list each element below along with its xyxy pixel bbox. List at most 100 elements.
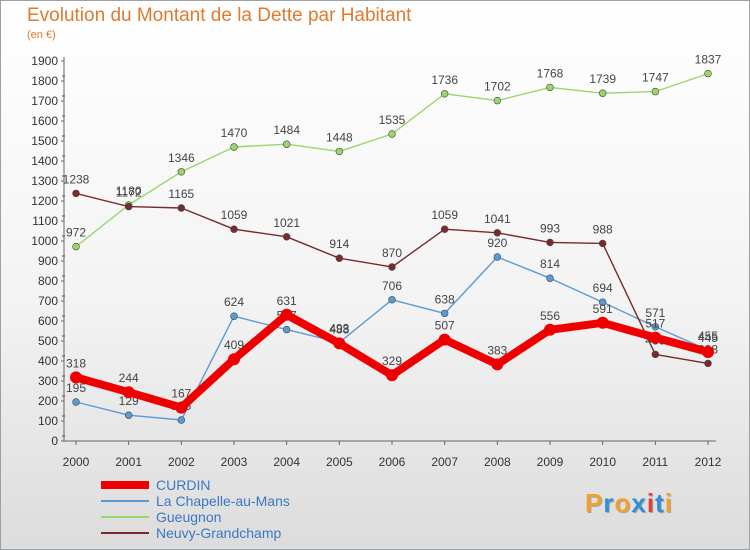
data-point — [388, 263, 396, 271]
data-point — [386, 369, 398, 382]
logo-letter: i — [664, 488, 673, 518]
data-label: 1041 — [484, 212, 511, 226]
y-tick-label: 1900 — [31, 54, 58, 68]
logo-letter: i — [646, 488, 656, 518]
data-point — [388, 130, 396, 138]
y-tick-label: 900 — [38, 254, 58, 268]
data-label: 706 — [382, 279, 402, 293]
data-label: 1837 — [695, 53, 722, 67]
data-label: 1448 — [326, 130, 353, 144]
data-label: 988 — [593, 222, 613, 236]
data-point — [440, 225, 449, 233]
data-label: 814 — [540, 257, 560, 271]
data-label: 1484 — [273, 123, 300, 137]
data-point — [230, 312, 238, 320]
y-tick-label: 0 — [51, 434, 58, 448]
y-tick-label: 200 — [38, 394, 58, 408]
data-point — [230, 143, 238, 151]
data-label: 1165 — [168, 187, 194, 201]
legend-label: La Chapelle-au-Mans — [156, 493, 290, 509]
data-label: 1021 — [273, 216, 300, 230]
x-tick-label: 2001 — [115, 455, 142, 469]
data-point — [440, 309, 449, 318]
x-tick-label: 2011 — [642, 455, 668, 469]
data-label: 1059 — [221, 208, 248, 222]
x-tick-label: 2007 — [431, 455, 458, 469]
logo-letter: r — [603, 488, 615, 518]
data-point — [230, 225, 238, 233]
data-label: 318 — [66, 356, 86, 370]
y-tick-label: 1200 — [31, 194, 58, 208]
data-point — [335, 254, 344, 262]
x-tick-label: 2004 — [273, 455, 300, 469]
legend-label: Neuvy-Grandchamp — [156, 525, 282, 541]
logo-letter: x — [631, 488, 647, 518]
data-point — [546, 83, 554, 92]
data-point — [72, 189, 80, 198]
data-point — [493, 229, 502, 237]
y-tick-label: 1600 — [31, 114, 58, 128]
data-label: 972 — [66, 226, 86, 240]
data-label: 591 — [593, 302, 613, 316]
y-tick-label: 1300 — [31, 174, 58, 188]
data-label: 488 — [329, 322, 349, 336]
data-point — [546, 238, 554, 247]
x-tick-label: 2010 — [589, 455, 616, 469]
data-label: 445 — [698, 331, 718, 345]
data-point — [651, 350, 660, 359]
data-label: 1238 — [63, 172, 90, 186]
data-point — [702, 346, 714, 358]
data-label: 993 — [540, 221, 560, 235]
y-tick-label: 1400 — [31, 154, 58, 168]
y-tick-label: 1500 — [31, 134, 58, 148]
data-label: 195 — [66, 381, 86, 395]
data-label: 329 — [382, 354, 402, 368]
data-point — [493, 96, 502, 105]
data-label: 455 — [698, 329, 718, 343]
y-tick-label: 100 — [38, 414, 58, 428]
data-point — [72, 242, 80, 251]
data-point — [649, 331, 662, 344]
data-point — [122, 386, 135, 399]
data-point — [282, 140, 291, 148]
data-point — [335, 147, 344, 156]
data-label: 624 — [224, 295, 244, 309]
data-point — [177, 416, 186, 424]
data-label: 1180 — [116, 184, 142, 198]
data-point — [72, 398, 80, 406]
data-label: 920 — [487, 236, 507, 250]
data-label: 1470 — [221, 126, 248, 140]
y-tick-label: 400 — [38, 354, 58, 368]
data-point — [598, 298, 607, 306]
data-point — [596, 316, 609, 329]
data-point — [598, 89, 607, 97]
y-tick-label: 700 — [38, 294, 58, 308]
legend-label: Gueugnon — [156, 509, 222, 525]
data-label: 383 — [487, 343, 507, 357]
data-label: 556 — [540, 309, 560, 323]
legend-label: CURDIN — [156, 477, 211, 493]
data-point — [280, 308, 293, 321]
data-point — [333, 337, 346, 350]
x-tick-label: 2003 — [221, 455, 248, 469]
data-label: 631 — [277, 294, 297, 308]
data-label: 1702 — [484, 80, 511, 94]
data-point — [177, 168, 186, 176]
x-tick-label: 2012 — [695, 455, 722, 469]
data-point — [546, 274, 554, 282]
chart-subtitle: (en €) — [27, 29, 56, 41]
logo-letter: t — [655, 488, 665, 518]
data-label: 1747 — [642, 71, 669, 85]
x-tick-label: 2006 — [379, 455, 406, 469]
data-point — [440, 90, 449, 98]
data-label: 1768 — [537, 66, 564, 80]
data-point — [175, 401, 188, 414]
logo-letter: o — [614, 488, 632, 518]
data-point — [544, 323, 556, 336]
x-tick-label: 2009 — [537, 455, 564, 469]
data-point — [124, 202, 133, 211]
data-label: 1346 — [168, 151, 195, 165]
x-tick-label: 2000 — [63, 455, 90, 469]
